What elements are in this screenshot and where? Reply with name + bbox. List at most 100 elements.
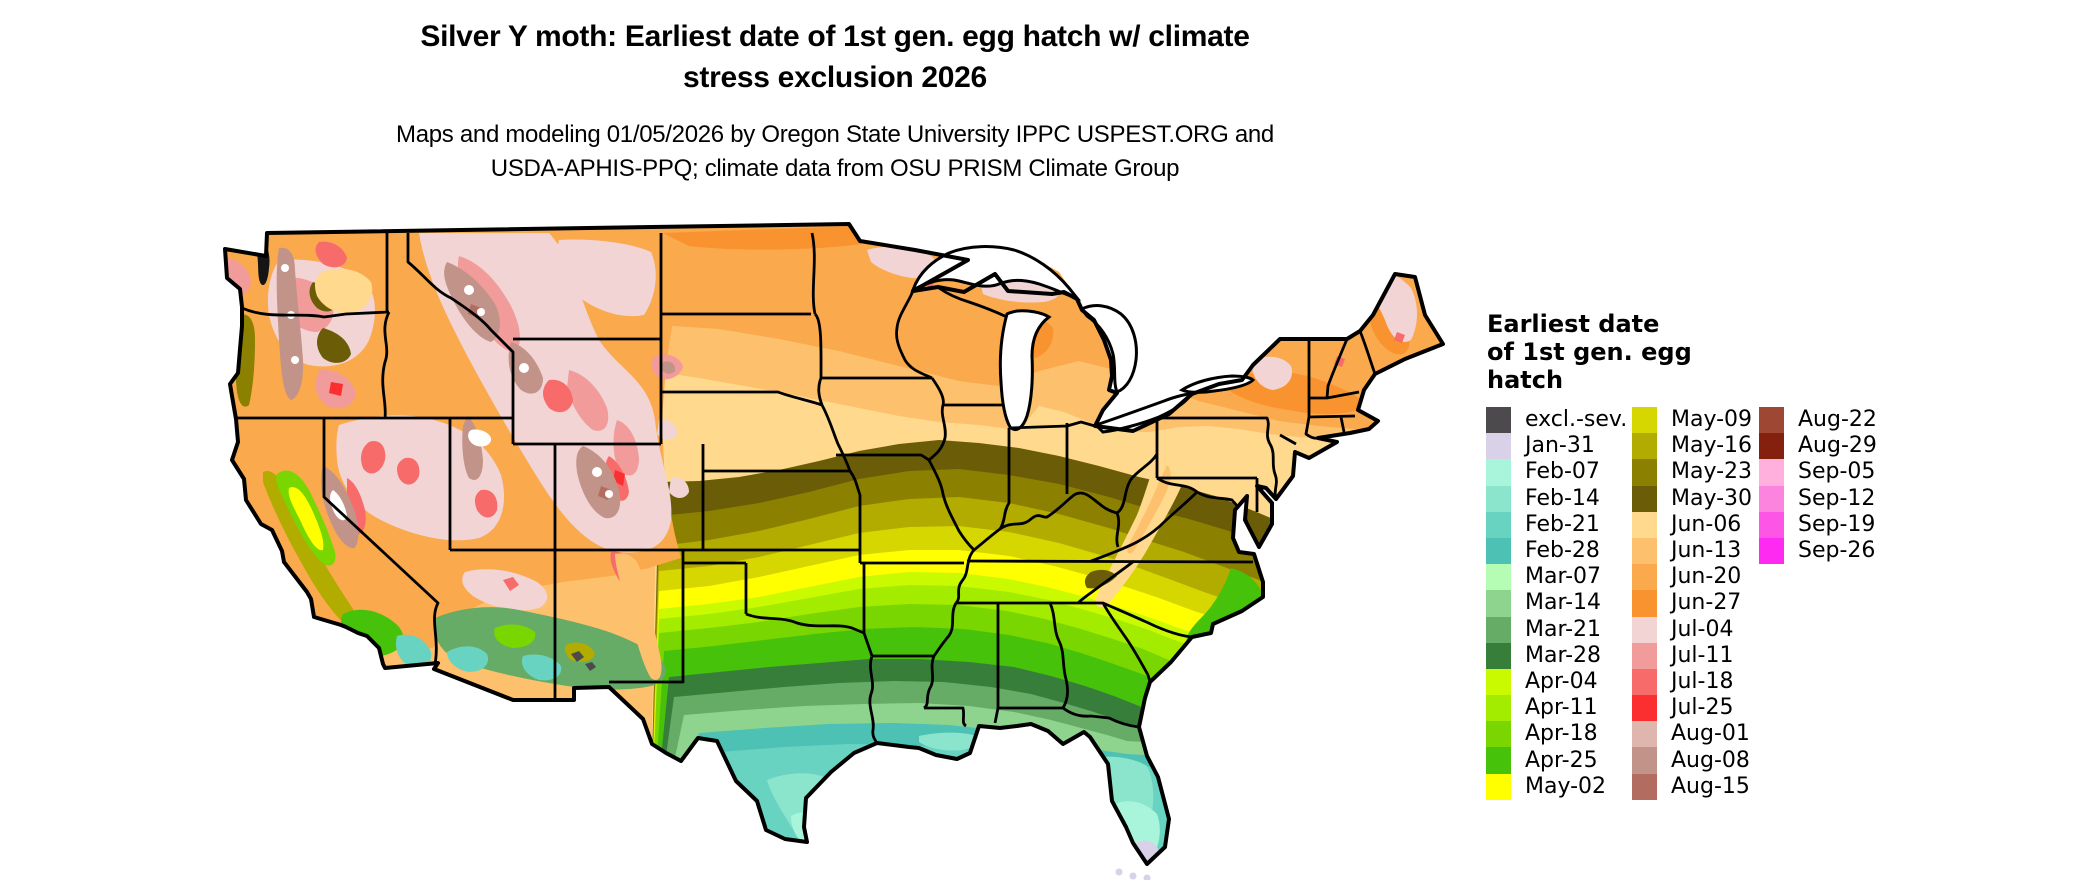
red-nv-2 [397, 457, 420, 485]
white-peak-colorado2 [605, 490, 613, 498]
jun27-maine [1368, 306, 1410, 355]
legend-item: Apr-25 [1486, 747, 1627, 774]
legend-label: Aug-15 [1671, 773, 1750, 799]
legend-swatch [1486, 642, 1511, 669]
legend-label: Sep-19 [1798, 511, 1876, 537]
olive-smokies [1084, 569, 1117, 589]
legend-item: Apr-11 [1486, 695, 1627, 722]
legend-label: Feb-14 [1525, 485, 1600, 511]
legend-label: Jul-11 [1671, 642, 1734, 668]
page-title: Silver Y moth: Earliest date of 1st gen.… [235, 16, 1435, 98]
red-north-wa [315, 241, 347, 268]
legend-label: May-23 [1671, 459, 1753, 485]
brown-wasatch [462, 416, 483, 480]
legend-item: Aug-08 [1632, 747, 1752, 774]
red-wyoming [543, 379, 573, 413]
page-subtitle: Maps and modeling 01/05/2026 by Oregon S… [235, 118, 1435, 186]
legend-item: Sep-05 [1759, 459, 1877, 486]
legend-item: May-23 [1632, 459, 1753, 486]
legend-swatch [1486, 721, 1511, 748]
legend-item: Sep-19 [1759, 511, 1877, 538]
jun27-nd-strip [663, 226, 861, 250]
legend-label: Jun-20 [1671, 564, 1742, 590]
white-peak-windriver [519, 363, 529, 373]
title-line-2: stress exclusion 2026 [683, 61, 987, 94]
white-peak-cascade3 [291, 356, 299, 364]
jun27-new-england [1219, 371, 1369, 415]
legend-swatch [1632, 407, 1657, 434]
legend-item: Sep-26 [1759, 537, 1877, 565]
legend-label: Jun-06 [1671, 511, 1742, 537]
legend-title-line-3: hatch [1487, 366, 1564, 394]
legend-title-line-1: Earliest date [1487, 310, 1660, 338]
red-mogollon-core [503, 577, 519, 591]
key-2 [1129, 872, 1137, 880]
state-borders [236, 232, 1377, 744]
us-outline [223, 222, 1445, 866]
legend-label: Apr-04 [1525, 668, 1598, 694]
white-peak-bitterroot [464, 285, 474, 295]
legend-item: Apr-04 [1486, 668, 1627, 696]
legend-item: Jul-04 [1632, 616, 1752, 643]
brown-colorado [576, 446, 621, 519]
yellow-valley-core [288, 487, 324, 551]
legend-label: Jun-27 [1671, 590, 1742, 616]
mint-louisiana-coast [919, 732, 980, 751]
legend-label: Jun-13 [1671, 538, 1742, 564]
legend-swatch [1759, 407, 1784, 434]
legend-label: Mar-21 [1525, 616, 1602, 642]
legend-item: Jul-11 [1632, 642, 1752, 669]
legend-swatch [1632, 642, 1657, 669]
white-peak-idaho [477, 308, 485, 316]
legend-item: Aug-29 [1759, 433, 1877, 460]
legend-column-2: May-09 May-16 May-23 May-30 Jun-06 Jun-13 Jun-… [1632, 407, 1752, 800]
legend-column-3: Aug-22 Aug-29 Sep-05 Sep-12 Sep-19 Sep-26 [1759, 407, 1877, 565]
pink-east-montana [557, 239, 656, 317]
legend-label: Feb-21 [1525, 511, 1600, 537]
legend-swatch [1632, 695, 1657, 722]
legend-item: Feb-07 [1486, 459, 1627, 486]
legend-swatch [1486, 747, 1511, 774]
legend-label: Feb-07 [1525, 459, 1600, 485]
legend-item: Aug-15 [1632, 773, 1752, 800]
red-utah [474, 489, 498, 518]
legend-swatch [1486, 407, 1511, 434]
legend-label: Mar-28 [1525, 642, 1602, 668]
green-outer-banks [1186, 568, 1263, 644]
legend-item: Jun-13 [1632, 537, 1752, 565]
band-feb21 [649, 744, 1443, 864]
teal-socal-desert [395, 634, 432, 669]
olive-blue-mtns [317, 328, 351, 363]
green-az [494, 624, 536, 648]
legend-label: Apr-11 [1525, 695, 1598, 721]
legend-swatch [1632, 590, 1657, 617]
white-peak-colorado1 [592, 467, 602, 477]
pink2-colorado [613, 420, 639, 476]
legend-label: Feb-28 [1525, 538, 1600, 564]
legend-column-1: excl.-sev. Jan-31 Feb-07 Feb-14 Feb-21 Feb-28… [1486, 407, 1627, 800]
legend-swatch [1632, 616, 1657, 643]
legend-swatch [1486, 695, 1511, 722]
legend-item: Jun-27 [1632, 590, 1752, 617]
pink-mn-arrowhead [867, 246, 938, 279]
legend-label: Mar-14 [1525, 590, 1602, 616]
gray-excl-2 [585, 662, 596, 671]
legend-item: Aug-22 [1759, 407, 1877, 434]
legend-swatch [1759, 485, 1784, 512]
red-south-or-core [329, 382, 343, 396]
legend-swatch [1486, 590, 1511, 617]
legend-swatch [1632, 433, 1657, 460]
legend-item: May-02 [1486, 773, 1627, 800]
legend-item: Jan-31 [1486, 433, 1627, 460]
legend-swatch [1486, 459, 1511, 486]
us-map-svg [223, 222, 1445, 880]
legend-item: May-16 [1632, 433, 1753, 460]
legend-label: May-16 [1671, 433, 1753, 459]
legend-item: Jun-20 [1632, 564, 1752, 591]
pink-adirondacks [1252, 356, 1293, 390]
orange-rio-grande [615, 553, 662, 680]
legend-swatch [1486, 668, 1511, 696]
teal-nm-1 [521, 654, 562, 681]
legend-swatch [1632, 511, 1657, 538]
key-1 [1115, 868, 1123, 876]
